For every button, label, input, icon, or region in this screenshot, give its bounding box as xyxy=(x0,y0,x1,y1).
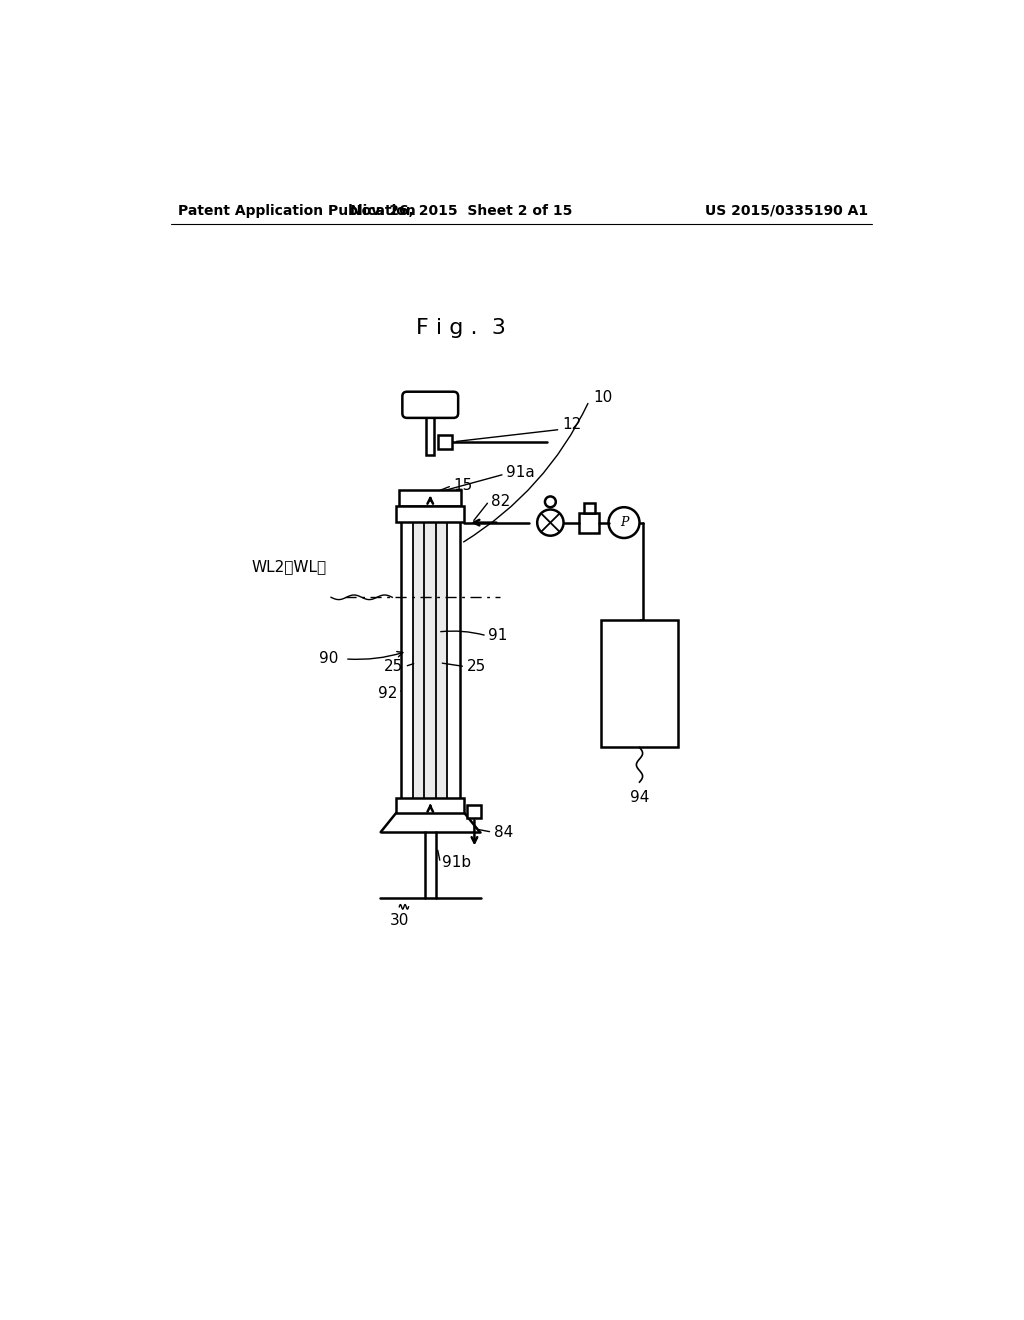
Text: 91: 91 xyxy=(488,628,508,643)
Bar xyxy=(467,805,481,817)
Text: F i g .  3: F i g . 3 xyxy=(417,318,506,338)
Text: 91b: 91b xyxy=(442,855,471,870)
Bar xyxy=(438,434,452,449)
Text: 30: 30 xyxy=(389,913,409,928)
Bar xyxy=(601,620,678,747)
Text: WL2（WL）: WL2（WL） xyxy=(251,558,327,574)
Text: 10: 10 xyxy=(593,389,612,405)
Text: Patent Application Publication: Patent Application Publication xyxy=(178,203,416,218)
Text: 25: 25 xyxy=(384,659,403,675)
Bar xyxy=(396,507,464,521)
Text: P: P xyxy=(620,516,628,529)
Bar xyxy=(414,521,447,797)
Text: 25: 25 xyxy=(467,659,486,675)
Text: 82: 82 xyxy=(490,494,510,508)
Bar xyxy=(399,490,461,507)
Text: 15: 15 xyxy=(454,478,473,494)
Text: 91a: 91a xyxy=(506,465,535,480)
Text: 12: 12 xyxy=(562,417,582,432)
Circle shape xyxy=(545,496,556,507)
Text: 84: 84 xyxy=(494,825,513,840)
Bar xyxy=(579,512,599,532)
FancyBboxPatch shape xyxy=(402,392,458,418)
Circle shape xyxy=(538,510,563,536)
Text: US 2015/0335190 A1: US 2015/0335190 A1 xyxy=(706,203,868,218)
Text: Nov. 26, 2015  Sheet 2 of 15: Nov. 26, 2015 Sheet 2 of 15 xyxy=(350,203,572,218)
Bar xyxy=(584,503,595,512)
Bar xyxy=(426,413,434,455)
Bar xyxy=(396,797,464,813)
Circle shape xyxy=(608,507,640,539)
Text: 90: 90 xyxy=(319,651,339,667)
Text: 92: 92 xyxy=(378,686,397,701)
Text: 94: 94 xyxy=(630,789,649,805)
